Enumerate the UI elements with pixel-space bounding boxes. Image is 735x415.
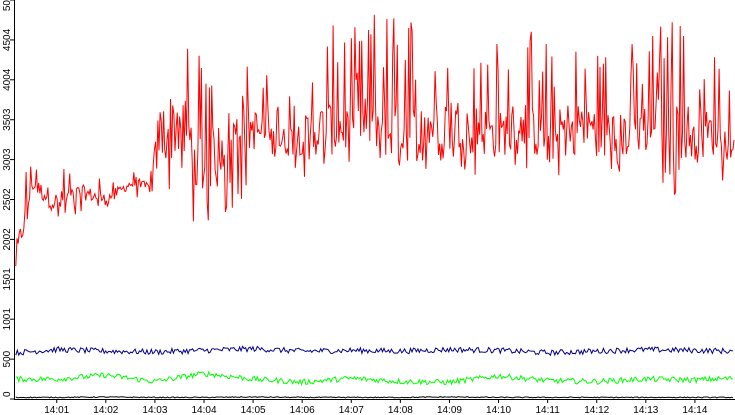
- y-tick-label: 3003: [2, 148, 13, 171]
- series-layer: [15, 14, 735, 399]
- x-tick-label: 14:09: [437, 405, 462, 415]
- y-tick-label: 1501: [2, 268, 13, 291]
- x-tick-label: 14:06: [290, 405, 315, 415]
- y-tick-label: 3503: [2, 108, 13, 131]
- x-axis-ticks: 14:01 14:02 14:03 14:04 14:05 14:06 14:07 14:08…: [44, 399, 708, 415]
- y-tick-label: 4504: [2, 28, 13, 51]
- series-line-3: [15, 396, 734, 399]
- x-tick-label: 14:04: [191, 405, 216, 415]
- series-line-0: [15, 14, 735, 267]
- x-tick-label: 14:08: [388, 405, 413, 415]
- y-tick-label: 5005: [2, 0, 13, 11]
- x-tick-label: 14:14: [682, 405, 707, 415]
- x-tick-label: 14:10: [486, 405, 511, 415]
- y-tick-label: 2502: [2, 188, 13, 211]
- y-tick-label: 4004: [2, 68, 13, 91]
- x-tick-label: 14:07: [339, 405, 364, 415]
- series-line-1: [15, 345, 733, 357]
- x-tick-label: 14:03: [142, 405, 167, 415]
- x-tick-label: 14:12: [584, 405, 609, 415]
- y-tick-label: 0: [2, 391, 13, 397]
- y-axis-ticks: 0 500 1001 1501 2002 2502 3003 3503 4004 4504 5005: [2, 0, 14, 400]
- y-tick-label: 500: [2, 350, 13, 367]
- y-tick-label: 1001: [2, 308, 13, 331]
- x-tick-label: 14:01: [44, 405, 69, 415]
- series-line-2: [15, 370, 734, 387]
- x-tick-label: 14:13: [633, 405, 658, 415]
- x-tick-label: 14:05: [241, 405, 266, 415]
- x-tick-label: 14:11: [535, 405, 560, 415]
- x-tick-label: 14:02: [93, 405, 118, 415]
- y-tick-label: 2002: [2, 228, 13, 251]
